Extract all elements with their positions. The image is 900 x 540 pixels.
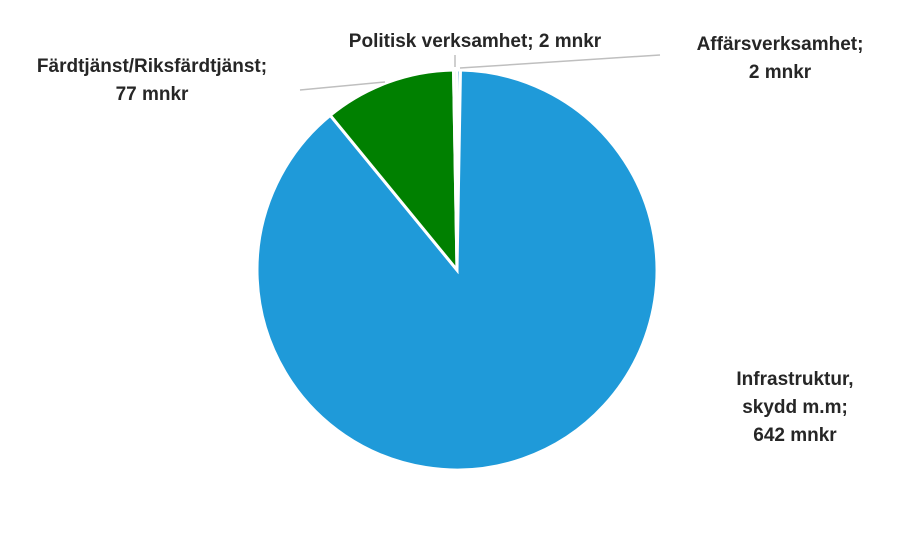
- pie-slices: [255, 68, 659, 472]
- data-label-3: Politisk verksamhet; 2 mnkr: [349, 31, 602, 52]
- data-label-2-line-0: Färdtjänst/Riksfärdtjänst;: [37, 56, 267, 77]
- data-label-1-line-0: Infrastruktur,: [736, 369, 853, 390]
- data-label-0-line-1: 2 mnkr: [749, 62, 812, 83]
- leader-line-2: [299, 81, 386, 91]
- data-label-2: Färdtjänst/Riksfärdtjänst; 77 mnkr: [37, 56, 267, 105]
- pie-slice-3: [451, 68, 459, 271]
- data-label-2-line-1: 77 mnkr: [116, 84, 189, 105]
- data-labels: Affärsverksamhet; 2 mnkr Infrastruktur, sky…: [37, 31, 864, 446]
- data-label-1-line-2: 642 mnkr: [753, 425, 837, 446]
- data-label-1-line-1: skydd m.m;: [742, 397, 848, 418]
- pie-slice-2: [328, 68, 459, 275]
- data-label-1: Infrastruktur, skydd m.m; 642 mnkr: [736, 369, 853, 446]
- data-label-0-line-0: Affärsverksamhet;: [697, 34, 864, 55]
- data-label-0: Affärsverksamhet; 2 mnkr: [697, 34, 864, 83]
- data-label-3-line-0: Politisk verksamhet; 2 mnkr: [349, 31, 602, 52]
- leader-line-0: [459, 54, 661, 69]
- leader-lines: [299, 54, 661, 91]
